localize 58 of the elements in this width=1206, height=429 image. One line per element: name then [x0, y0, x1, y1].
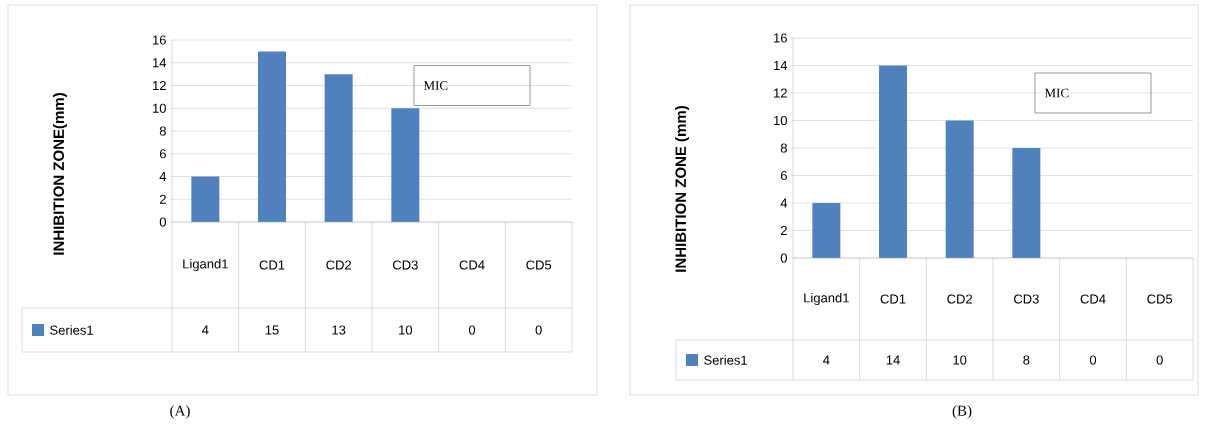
- bar: [879, 65, 908, 258]
- y-tick-label: 14: [774, 61, 788, 70]
- annotation: MIC: [1044, 88, 1069, 98]
- y-tick-label: 12: [153, 80, 166, 91]
- text: (A): [170, 405, 190, 419]
- y-tick-label: 10: [774, 115, 787, 126]
- annotation: MIC: [423, 81, 448, 90]
- x-tick-label: CD2: [326, 260, 352, 270]
- x-tick-label: CD4: [1080, 294, 1106, 304]
- y-tick-label: 12: [774, 88, 787, 98]
- data-label: 0: [535, 325, 542, 335]
- data-label: 0: [1089, 355, 1097, 365]
- y-tick-label: 2: [159, 194, 166, 204]
- x-tick-label: CD1: [880, 294, 906, 304]
- y-tick-label: 6: [780, 170, 787, 181]
- text: (B): [952, 405, 972, 419]
- y-axis-title: INHIBITION ZONE (mm): [675, 106, 689, 272]
- bar: [1012, 148, 1041, 258]
- data-label: 4: [823, 355, 830, 365]
- bar: [191, 176, 220, 222]
- y-tick-label: 6: [159, 149, 166, 159]
- bar: [945, 120, 974, 258]
- bar: [324, 74, 353, 222]
- data-label: 10: [953, 355, 967, 365]
- y-tick-label: 0: [780, 253, 787, 263]
- legend-label: Series1: [50, 325, 93, 335]
- x-tick-label: CD4: [459, 260, 485, 270]
- bar: [258, 51, 286, 222]
- x-tick-label: CD3: [392, 260, 418, 270]
- y-tick-label: 4: [780, 198, 788, 208]
- y-axis-title: INHIBITION ZONE(mm): [53, 93, 67, 255]
- data-label: 8: [1023, 355, 1030, 365]
- bar: [812, 203, 841, 258]
- x-tick-label: CD5: [526, 260, 552, 270]
- data-label: 4: [202, 325, 209, 335]
- x-tick-label: Ligand1: [804, 292, 849, 306]
- x-tick-label: CD1: [259, 260, 285, 270]
- bar: [391, 108, 420, 222]
- legend-label: Series1: [704, 355, 747, 365]
- y-tick-label: 16: [774, 33, 787, 43]
- data-label: 13: [332, 325, 346, 335]
- data-label: 0: [468, 325, 476, 335]
- data-label: 0: [1156, 355, 1163, 365]
- data-label: 15: [265, 325, 279, 335]
- y-tick-label: 2: [780, 225, 787, 236]
- y-tick-label: 10: [153, 103, 166, 113]
- y-tick-label: 14: [153, 58, 167, 68]
- y-tick-label: 8: [780, 143, 787, 153]
- x-tick-label: CD5: [1147, 294, 1173, 304]
- y-tick-label: 16: [153, 35, 166, 45]
- x-tick-label: CD3: [1014, 294, 1039, 304]
- x-tick-label: Ligand1: [183, 258, 228, 272]
- x-tick-label: CD2: [947, 294, 973, 304]
- y-tick-label: 8: [159, 126, 166, 136]
- data-label: 14: [886, 355, 900, 365]
- y-tick-label: 0: [159, 217, 166, 227]
- data-label: 10: [399, 325, 413, 335]
- y-tick-label: 4: [159, 172, 167, 181]
